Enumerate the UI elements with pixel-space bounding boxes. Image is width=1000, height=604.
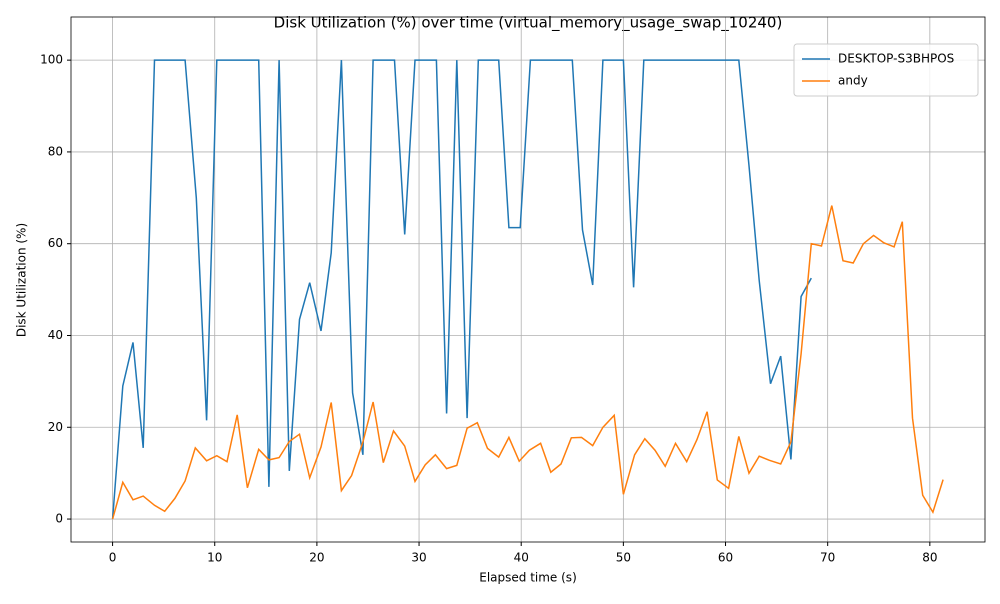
x-tick-label: 80 (922, 551, 937, 565)
x-tick-label: 70 (820, 551, 835, 565)
y-tick-label: 20 (48, 420, 63, 434)
y-tick-label: 40 (48, 328, 63, 342)
plot-frame (70, 16, 986, 543)
series-line (111, 205, 944, 520)
legend-label: andy (838, 74, 868, 88)
y-axis-label: Disk Utilization (%) (15, 223, 29, 337)
y-tick-label: 80 (48, 144, 63, 158)
x-axis-label: Elapsed time (s) (479, 571, 577, 585)
chart-title: Disk Utilization (%) over time (virtual_… (274, 14, 783, 33)
x-tick-label: 60 (718, 551, 733, 565)
y-tick-label: 100 (40, 53, 63, 67)
x-tick-label: 50 (616, 551, 631, 565)
x-tick-label: 0 (109, 551, 117, 565)
x-tick-label: 20 (309, 551, 324, 565)
x-tick-label: 40 (514, 551, 529, 565)
y-tick-label: 60 (48, 236, 63, 250)
x-tick-label: 30 (411, 551, 426, 565)
y-tick-label: 0 (55, 512, 63, 526)
legend-label: DESKTOP-S3BHPOS (838, 52, 954, 66)
x-tick-label: 10 (207, 551, 222, 565)
legend-box (793, 43, 979, 97)
series-line (111, 59, 812, 520)
legend: DESKTOP-S3BHPOS andy (793, 43, 979, 97)
